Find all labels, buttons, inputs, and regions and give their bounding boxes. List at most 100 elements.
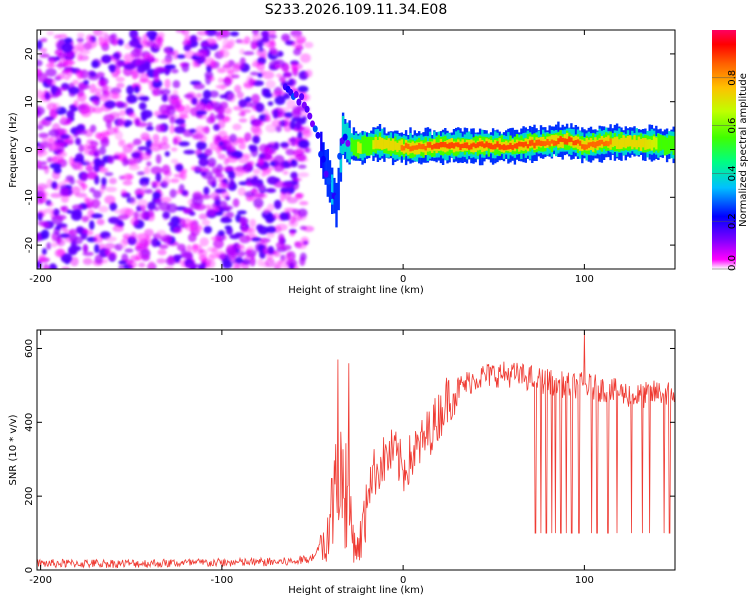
noise-blob [91, 145, 98, 152]
noise-blob [166, 106, 176, 116]
noise-blob [183, 44, 191, 52]
track-cell [670, 135, 673, 152]
noise-blob [292, 106, 302, 115]
noise-blob [37, 106, 45, 116]
top-y-tick-label: 10 [24, 95, 35, 108]
noise-blob [236, 244, 244, 249]
noise-blob [55, 91, 63, 96]
noise-blob [126, 94, 138, 104]
noise-blob [237, 187, 246, 196]
noise-blob [203, 225, 212, 234]
track-cell [357, 141, 360, 154]
noise-blob [217, 153, 226, 160]
noise-blob [217, 77, 224, 84]
track-cell [491, 144, 495, 150]
track-cell [626, 136, 630, 147]
noise-blob [273, 199, 282, 210]
noise-blob [209, 141, 220, 151]
noise-blob [195, 110, 207, 116]
noise-blob [85, 40, 96, 50]
track-cell [565, 132, 569, 145]
track-cell [413, 145, 416, 150]
track-cell [605, 140, 608, 146]
noise-blob [178, 141, 190, 147]
track-cell [542, 141, 545, 147]
noise-blob [38, 254, 46, 263]
noise-blob [284, 71, 292, 78]
noise-blob [221, 191, 230, 199]
colorbar-tick-label: 0.8 [727, 70, 738, 86]
noise-blob [261, 88, 271, 93]
noise-blob [206, 259, 216, 269]
noise-blob [191, 97, 198, 105]
noise-blob [123, 53, 135, 63]
noise-blob [156, 258, 166, 264]
noise-blob [128, 161, 139, 167]
noise-blob [65, 67, 73, 78]
noise-blob [139, 152, 152, 161]
track-cell [387, 138, 390, 151]
noise-blob [210, 236, 222, 241]
track-cell [363, 135, 366, 154]
track-cell [402, 146, 406, 151]
noise-blob [215, 250, 226, 260]
noise-blob [204, 148, 213, 157]
noise-blob [299, 201, 309, 206]
bottom-plot-frame [36, 329, 676, 571]
track-cell [509, 142, 512, 149]
noise-blob [199, 237, 209, 247]
track-cell [470, 143, 473, 150]
noise-blob [297, 208, 308, 218]
noise-blob [52, 208, 60, 216]
noise-blob [118, 139, 126, 147]
noise-blob [236, 250, 246, 258]
track-cell [609, 138, 612, 145]
track-cell [420, 144, 423, 150]
noise-blob [297, 85, 309, 93]
track-cell [513, 143, 517, 149]
noise-blob [268, 34, 277, 39]
noise-blob [209, 112, 215, 123]
noise-blob [152, 191, 161, 200]
track-cell [598, 140, 601, 146]
bottom-y-ticks: 0 200 400 600 [24, 339, 675, 573]
track-blob [334, 194, 340, 202]
noise-blob [115, 76, 125, 82]
noise-blob [186, 244, 192, 253]
noise-blob [280, 142, 289, 148]
noise-blob [214, 199, 221, 207]
noise-blob [250, 39, 258, 50]
track-cell [507, 144, 510, 150]
noise-blob [137, 146, 148, 151]
noise-blob [238, 137, 245, 144]
noise-blob [245, 248, 252, 255]
track-cell [622, 135, 625, 148]
noise-blob [122, 180, 133, 186]
noise-blob [81, 172, 88, 182]
track-cell [389, 140, 393, 151]
noise-blob [290, 30, 302, 37]
noise-blob [229, 179, 235, 189]
track-cell [444, 142, 447, 148]
track-cell [361, 136, 364, 154]
noise-blob [164, 151, 170, 157]
noise-blob [260, 30, 269, 37]
track-cell [533, 142, 536, 149]
noise-blob [171, 97, 183, 106]
track-cell [463, 142, 467, 148]
noise-blob [299, 225, 307, 231]
noise-blob [57, 87, 67, 92]
noise-blob [302, 130, 311, 138]
noise-blob [304, 147, 311, 153]
track-cell [500, 145, 503, 150]
track-cell [396, 142, 399, 153]
track-cell [455, 142, 458, 147]
noise-blob [140, 177, 150, 182]
track-cell [565, 138, 569, 145]
noise-blob [96, 219, 105, 225]
noise-blob [286, 99, 297, 110]
noise-blob [113, 152, 122, 161]
noise-blob [47, 201, 54, 207]
noise-blob [81, 215, 90, 223]
noise-blob [197, 248, 205, 254]
